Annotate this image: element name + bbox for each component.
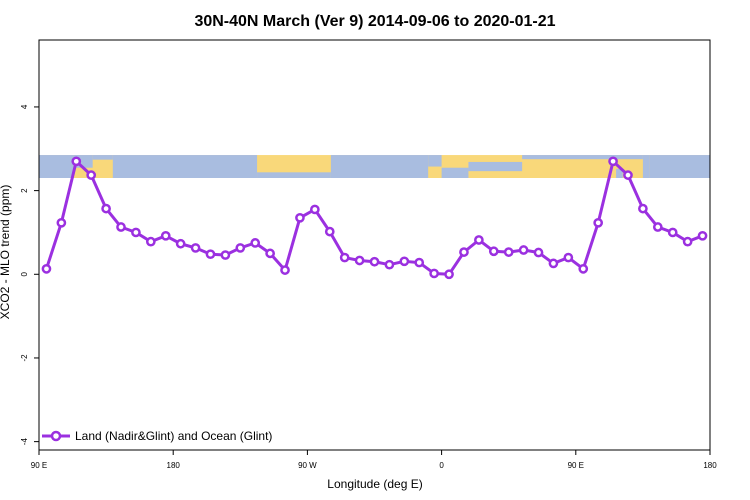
data-point — [518, 245, 529, 255]
data-point — [384, 259, 395, 270]
data-point — [175, 238, 186, 249]
data-point — [533, 247, 544, 258]
data-point — [593, 217, 604, 228]
data-point — [280, 265, 290, 275]
map-water-region — [257, 172, 331, 179]
data-point — [41, 263, 52, 274]
data-point — [503, 247, 514, 257]
data-point — [429, 268, 439, 279]
data-point — [474, 235, 484, 245]
legend-label: Land (Nadir&Glint) and Ocean (Glint) — [75, 429, 272, 443]
data-point — [131, 227, 141, 238]
x-tick-label: 90 E — [31, 461, 47, 470]
y-axis: -4 -2 0 2 4 — [20, 104, 39, 445]
data-point — [56, 217, 67, 228]
data-point — [488, 246, 499, 257]
y-tick-label: -4 — [20, 438, 29, 446]
map-water-region — [649, 155, 710, 179]
data-point — [71, 156, 82, 167]
y-tick-label: 2 — [20, 188, 29, 193]
data-point — [578, 263, 589, 274]
data-point — [414, 257, 425, 268]
data-point — [190, 243, 201, 253]
y-tick-label: 4 — [20, 104, 29, 109]
x-tick-label: 90 W — [298, 461, 317, 470]
data-point — [638, 203, 648, 214]
data-point — [205, 249, 216, 260]
y-tick-label: -2 — [20, 354, 29, 362]
series-points — [41, 156, 708, 280]
map-water-region — [112, 155, 258, 179]
data-point — [608, 156, 618, 167]
x-tick-label: 180 — [167, 461, 181, 470]
map-water-region — [92, 155, 113, 160]
data-point — [101, 203, 111, 214]
x-axis: 90 E 180 90 W 0 90 E 180 — [31, 450, 717, 470]
data-point — [220, 250, 231, 260]
plot-frame — [38, 39, 711, 451]
data-point — [354, 255, 365, 266]
data-point — [399, 256, 410, 267]
chart-title: 30N-40N March (Ver 9) 2014-09-06 to 2020… — [194, 13, 555, 30]
y-axis-label: XCO2 - MLO trend (ppm) — [0, 185, 12, 320]
map-water-region — [522, 155, 643, 160]
data-point — [667, 227, 678, 238]
y-tick-label: 0 — [20, 272, 29, 277]
data-point — [682, 236, 693, 247]
data-point — [563, 252, 574, 263]
map-water-region — [39, 155, 74, 179]
data-point — [339, 252, 350, 263]
map-water-region — [330, 155, 429, 179]
world-map-band — [39, 155, 710, 179]
map-water-region — [441, 167, 469, 179]
map-water-region — [642, 155, 650, 179]
data-point — [548, 258, 559, 269]
map-land — [39, 155, 710, 179]
data-point — [116, 222, 126, 232]
map-water-region — [616, 168, 623, 179]
data-point — [444, 269, 454, 280]
data-point — [623, 170, 633, 180]
data-point — [250, 238, 261, 248]
map-water-region — [428, 155, 442, 167]
data-point — [697, 230, 708, 241]
data-point — [310, 204, 320, 215]
map-water-region — [468, 161, 523, 172]
data-point — [324, 226, 335, 237]
x-tick-label: 0 — [439, 461, 444, 470]
data-point — [295, 212, 305, 223]
legend-marker — [50, 430, 62, 442]
legend: Land (Nadir&Glint) and Ocean (Glint) — [42, 429, 272, 443]
data-point — [459, 247, 469, 257]
x-axis-label: Longitude (deg E) — [327, 477, 422, 491]
data-point — [86, 170, 97, 180]
data-point — [145, 236, 156, 247]
x-tick-label: 90 E — [568, 461, 584, 470]
data-point — [160, 230, 171, 241]
data-point — [652, 222, 663, 232]
data-point — [235, 243, 246, 253]
data-point — [265, 248, 275, 259]
x-tick-label: 180 — [703, 461, 717, 470]
data-point — [369, 256, 380, 267]
